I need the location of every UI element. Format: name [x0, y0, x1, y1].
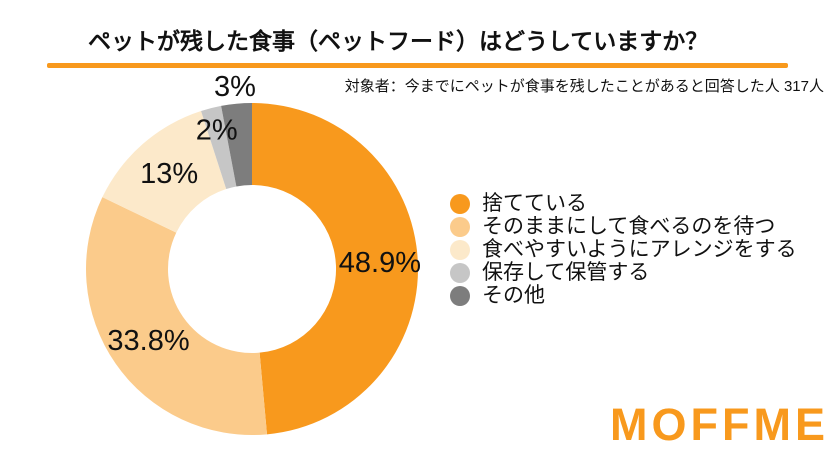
- legend-item-label: 捨てている: [482, 192, 587, 215]
- brand-logo: MOFFME: [610, 399, 829, 450]
- chart-title: ペットが残した食事（ペットフード）はどうしていますか？: [88, 28, 709, 54]
- slice-percent-label: 2%: [196, 114, 238, 146]
- legend-item-label: 保存して保管する: [482, 261, 650, 284]
- donut-slice: [86, 197, 267, 435]
- legend-color-dot: [450, 216, 470, 237]
- donut-slice: [252, 103, 418, 435]
- donut-slice: [102, 111, 227, 233]
- title-underline: [47, 63, 788, 68]
- legend-color-dot: [450, 239, 470, 260]
- legend-color-dot: [450, 193, 470, 214]
- legend-item-label: その他: [482, 284, 545, 307]
- donut-slice: [201, 105, 237, 190]
- legend-item-label: そのままにして食べるのを待つ: [482, 215, 776, 238]
- slice-percent-label: 48.9%: [339, 247, 421, 279]
- legend: 捨てている そのままにして食べるのを待つ 食べやすいようにアレンジをする 保存して保管…: [450, 192, 797, 307]
- donut-slice: [221, 103, 252, 187]
- legend-item: 食べやすいようにアレンジをする: [450, 238, 797, 261]
- chart-subtitle: 対象者：今までにペットが食事を残したことがあると回答した人 317人: [344, 78, 824, 95]
- legend-item-label: 食べやすいようにアレンジをする: [482, 238, 797, 261]
- legend-item: そのままにして食べるのを待つ: [450, 215, 797, 238]
- legend-item: 捨てている: [450, 192, 797, 215]
- slice-percent-label: 33.8%: [107, 325, 189, 357]
- legend-item: 保存して保管する: [450, 261, 797, 284]
- slice-percent-label: 3%: [214, 71, 256, 103]
- legend-color-dot: [450, 285, 470, 306]
- legend-item: その他: [450, 284, 797, 307]
- legend-color-dot: [450, 262, 470, 283]
- slice-percent-label: 13%: [140, 158, 198, 190]
